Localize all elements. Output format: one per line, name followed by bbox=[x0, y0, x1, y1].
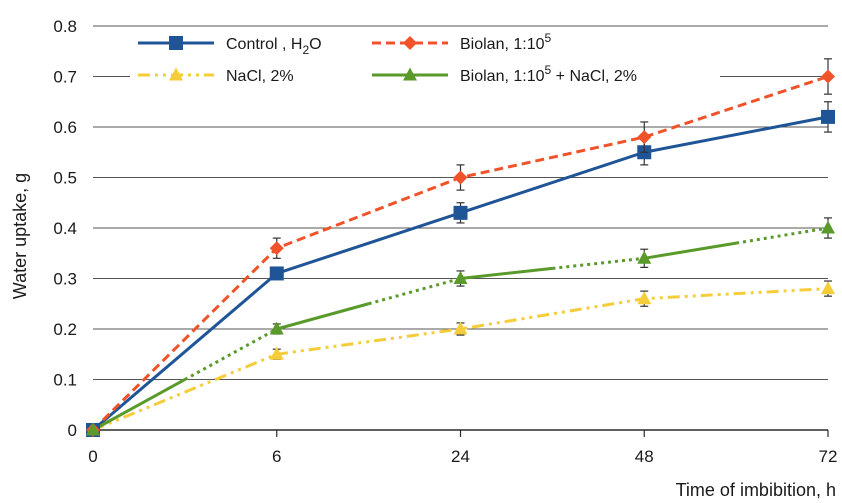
series-2-point bbox=[453, 170, 468, 185]
series-line-segment bbox=[552, 256, 645, 270]
legend: Control , H2O Biolan, 1:105 NaCl, 2% Biolan… bbox=[130, 27, 720, 91]
series-markers bbox=[86, 58, 835, 437]
series-3-point bbox=[453, 321, 468, 335]
y-tick-label: 0.2 bbox=[53, 320, 77, 339]
legend-entry-3: NaCl, 2% bbox=[138, 67, 294, 85]
y-tick-label: 0.7 bbox=[53, 68, 77, 87]
series-1-point bbox=[269, 266, 284, 281]
legend-swatch-marker bbox=[169, 67, 183, 81]
series-path bbox=[92, 287, 829, 432]
y-axis-label: Water uptake, g bbox=[10, 173, 30, 299]
y-tick-label: 0.1 bbox=[53, 371, 77, 390]
x-tick-label: 48 bbox=[635, 447, 654, 466]
legend-label: Biolan, 1:105 bbox=[460, 31, 552, 53]
legend-entry-4: Biolan, 1:105 + NaCl, 2% bbox=[372, 63, 637, 85]
y-tick-label: 0.3 bbox=[53, 270, 77, 289]
y-tick-label: 0.6 bbox=[53, 118, 77, 137]
series-2-point bbox=[637, 130, 652, 145]
series-3-line bbox=[92, 287, 829, 432]
series-line-segment bbox=[368, 277, 461, 306]
series-line-segment bbox=[644, 241, 737, 260]
series-4-line bbox=[92, 226, 829, 432]
series-line-segment bbox=[460, 266, 553, 280]
series-4-point bbox=[86, 422, 100, 436]
legend-label: Control , H2O bbox=[226, 36, 322, 57]
series-4-point bbox=[453, 271, 468, 284]
series-2-point bbox=[269, 241, 284, 256]
series-4-point bbox=[269, 321, 284, 335]
y-tick-label: 0.4 bbox=[53, 219, 77, 238]
series-1-point bbox=[821, 109, 835, 124]
series-2-line bbox=[91, 75, 829, 432]
x-tick-label: 24 bbox=[451, 447, 470, 466]
series-path bbox=[91, 75, 829, 432]
series-3-point bbox=[269, 346, 284, 360]
legend-entry-1: Control , H2O bbox=[138, 36, 322, 57]
legend-label: Biolan, 1:105 + NaCl, 2% bbox=[460, 63, 637, 85]
series-3-point bbox=[821, 281, 835, 295]
legend-entry-2: Biolan, 1:105 bbox=[372, 31, 552, 53]
legend-swatch-marker bbox=[169, 36, 183, 50]
legend-swatch-marker bbox=[403, 36, 417, 50]
legend-background bbox=[130, 27, 720, 91]
x-axis-label: Time of imbibition, h bbox=[676, 480, 836, 500]
series-line-segment bbox=[92, 378, 186, 432]
y-tick-label: 0.8 bbox=[53, 17, 77, 36]
legend-swatch-marker bbox=[403, 67, 417, 81]
series-line-segment bbox=[735, 226, 829, 245]
x-tick-label: 6 bbox=[272, 447, 281, 466]
x-tick-label: 0 bbox=[88, 447, 97, 466]
series-4-point bbox=[637, 250, 652, 264]
legend-label: NaCl, 2% bbox=[226, 68, 294, 85]
series-4-point bbox=[821, 220, 835, 234]
series-lines bbox=[91, 75, 829, 432]
series-2-point bbox=[821, 69, 835, 84]
series-3-point bbox=[637, 291, 652, 305]
series-1-point bbox=[453, 205, 468, 220]
x-tick-label: 72 bbox=[819, 447, 838, 466]
y-tick-label: 0.5 bbox=[53, 169, 77, 188]
y-tick-label: 0 bbox=[68, 421, 77, 440]
series-line-segment bbox=[276, 302, 370, 331]
